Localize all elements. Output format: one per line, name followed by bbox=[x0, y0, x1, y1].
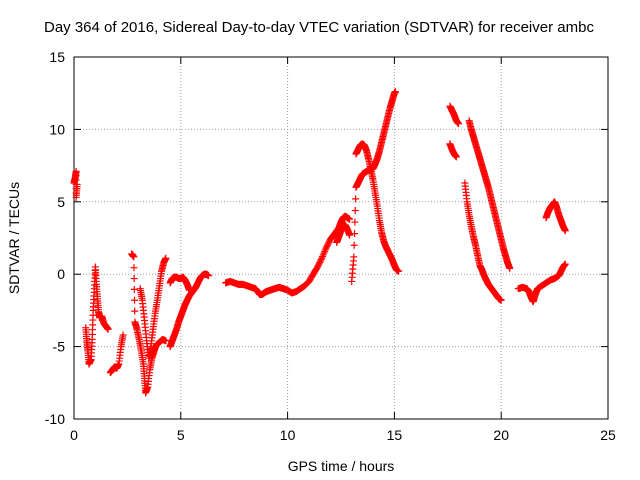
data-point-marker bbox=[321, 248, 329, 256]
data-point-marker bbox=[185, 286, 193, 294]
chart-title: Day 364 of 2016, Sidereal Day-to-day VTE… bbox=[44, 19, 594, 36]
data-point-marker bbox=[395, 267, 403, 275]
y-tick-label: 10 bbox=[49, 121, 65, 137]
data-point-marker bbox=[130, 264, 138, 272]
data-point-marker bbox=[454, 120, 462, 128]
data-point-marker bbox=[561, 227, 569, 235]
data-point-marker bbox=[351, 230, 359, 238]
y-tick-label: -5 bbox=[53, 339, 66, 355]
data-point-marker bbox=[352, 195, 360, 203]
y-tick-label: 15 bbox=[49, 49, 65, 65]
data-point-marker bbox=[452, 153, 460, 161]
data-point-marker bbox=[104, 325, 112, 333]
data-point-marker bbox=[319, 251, 327, 259]
x-tick-label: 5 bbox=[177, 427, 185, 443]
x-tick-label: 25 bbox=[600, 427, 616, 443]
data-point-marker bbox=[119, 331, 127, 339]
tick-labels: 0 5 10 15 20 25 -10 -5 0 5 10 15 bbox=[45, 49, 616, 443]
x-tick-label: 15 bbox=[387, 427, 403, 443]
data-point-marker bbox=[130, 275, 138, 283]
data-point-marker bbox=[130, 253, 138, 261]
x-axis-label: GPS time / hours bbox=[288, 458, 395, 474]
data-point-marker bbox=[320, 249, 328, 257]
data-point-marker bbox=[497, 296, 505, 304]
data-point-marker bbox=[131, 296, 139, 304]
y-axis-label: SDTVAR / TECUs bbox=[6, 182, 22, 294]
data-point-marker bbox=[350, 253, 358, 261]
plot-frame bbox=[73, 56, 609, 420]
data-point-marker bbox=[130, 285, 138, 293]
data-points bbox=[70, 88, 569, 397]
data-point-marker bbox=[317, 256, 325, 264]
data-point-marker bbox=[318, 253, 326, 261]
data-point-marker bbox=[73, 180, 81, 188]
data-point-marker bbox=[506, 264, 514, 272]
data-point-marker bbox=[346, 215, 354, 223]
x-tick-label: 10 bbox=[280, 427, 296, 443]
x-tick-label: 20 bbox=[493, 427, 509, 443]
y-tick-label: 0 bbox=[57, 266, 65, 282]
data-point-marker bbox=[350, 241, 358, 249]
data-point-marker bbox=[205, 272, 213, 280]
y-tick-label: -10 bbox=[45, 411, 65, 427]
data-point-marker bbox=[351, 206, 359, 214]
data-point-marker bbox=[321, 246, 329, 254]
data-point-marker bbox=[561, 260, 569, 268]
data-point-marker bbox=[318, 254, 326, 262]
y-tick-label: 5 bbox=[57, 194, 65, 210]
axis-ticks bbox=[73, 56, 609, 420]
data-point-marker bbox=[391, 88, 399, 96]
data-point-marker bbox=[351, 218, 359, 226]
x-tick-label: 0 bbox=[70, 427, 78, 443]
data-point-marker bbox=[346, 231, 354, 239]
data-point-marker bbox=[131, 307, 139, 315]
data-point-marker bbox=[162, 254, 170, 262]
data-point-marker bbox=[162, 337, 170, 345]
